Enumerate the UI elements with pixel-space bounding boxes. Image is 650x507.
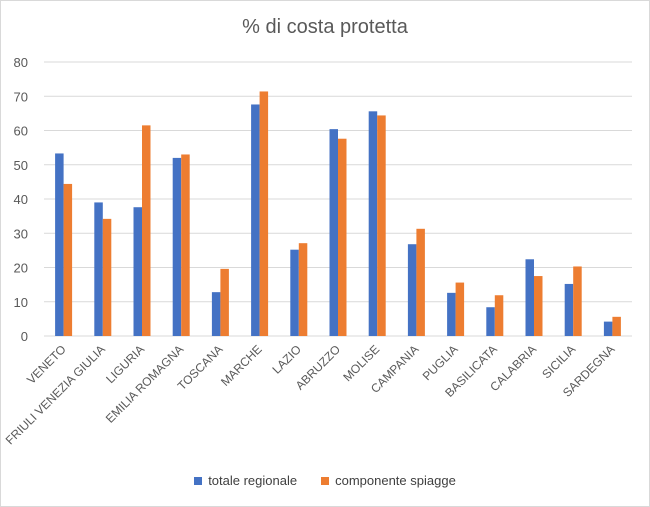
x-tick-label: SICILIA (539, 342, 578, 381)
x-tick-label: MARCHE (218, 342, 265, 389)
y-tick-label: 0 (21, 329, 28, 344)
bar-componente-spiagge-friuli-venezia-giulia (102, 218, 112, 336)
bar-componente-spiagge-lazio (298, 243, 308, 336)
bar-totale-regionale-sicilia (564, 283, 574, 336)
bar-componente-spiagge-sardegna (612, 316, 621, 336)
x-tick-label: LAZIO (269, 342, 303, 376)
bar-totale-regionale-liguria (133, 207, 142, 336)
chart-title: % di costa protetta (242, 16, 408, 38)
bar-componente-spiagge-toscana (220, 268, 229, 336)
bar-componente-spiagge-sicilia (573, 266, 582, 336)
bar-componente-spiagge-basilicata (494, 295, 504, 336)
bar-totale-regionale-puglia (447, 292, 456, 336)
bar-totale-regionale-veneto (55, 153, 64, 336)
bar-totale-regionale-emilia-romagna (172, 157, 182, 336)
y-tick-label: 40 (14, 192, 28, 207)
bar-totale-regionale-sardegna (603, 321, 613, 336)
bar-totale-regionale-lazio (290, 249, 299, 336)
bar-totale-regionale-molise (368, 111, 378, 336)
legend-item-series-1: componente spiagge (321, 473, 456, 488)
bar-componente-spiagge-emilia-romagna (181, 154, 190, 336)
bar-totale-regionale-basilicata (486, 307, 495, 336)
bar-componente-spiagge-liguria (142, 125, 151, 336)
bar-totale-regionale-toscana (211, 292, 221, 336)
bar-componente-spiagge-campania (416, 228, 425, 336)
legend-label-series-0: totale regionale (208, 473, 298, 488)
y-tick-label: 10 (14, 295, 28, 310)
bar-totale-regionale-campania (407, 244, 417, 336)
bar-totale-regionale-abruzzo (329, 129, 338, 336)
x-tick-label: EMILIA ROMAGNA (103, 342, 186, 425)
bar-totale-regionale-marche (251, 104, 260, 336)
bar-componente-spiagge-calabria (534, 276, 543, 336)
legend: totale regionale componente spiagge (0, 473, 650, 488)
bar-componente-spiagge-abruzzo (338, 138, 347, 336)
legend-label-series-1: componente spiagge (335, 473, 456, 488)
legend-swatch-series-1 (321, 476, 330, 485)
y-tick-label: 80 (14, 55, 28, 70)
bar-componente-spiagge-veneto (63, 183, 73, 336)
y-tick-label: 20 (14, 261, 28, 276)
bar-totale-regionale-friuli-venezia-giulia (94, 202, 103, 336)
y-tick-label: 30 (14, 226, 28, 241)
bar-componente-spiagge-molise (377, 115, 386, 337)
y-tick-label: 50 (14, 158, 28, 173)
y-tick-label: 70 (14, 89, 28, 104)
bar-componente-spiagge-puglia (455, 282, 465, 336)
legend-swatch-series-0 (194, 476, 203, 485)
y-tick-label: 60 (14, 124, 28, 139)
legend-item-series-0: totale regionale (194, 473, 297, 488)
bar-componente-spiagge-marche (259, 91, 269, 336)
bar-totale-regionale-calabria (525, 259, 534, 336)
